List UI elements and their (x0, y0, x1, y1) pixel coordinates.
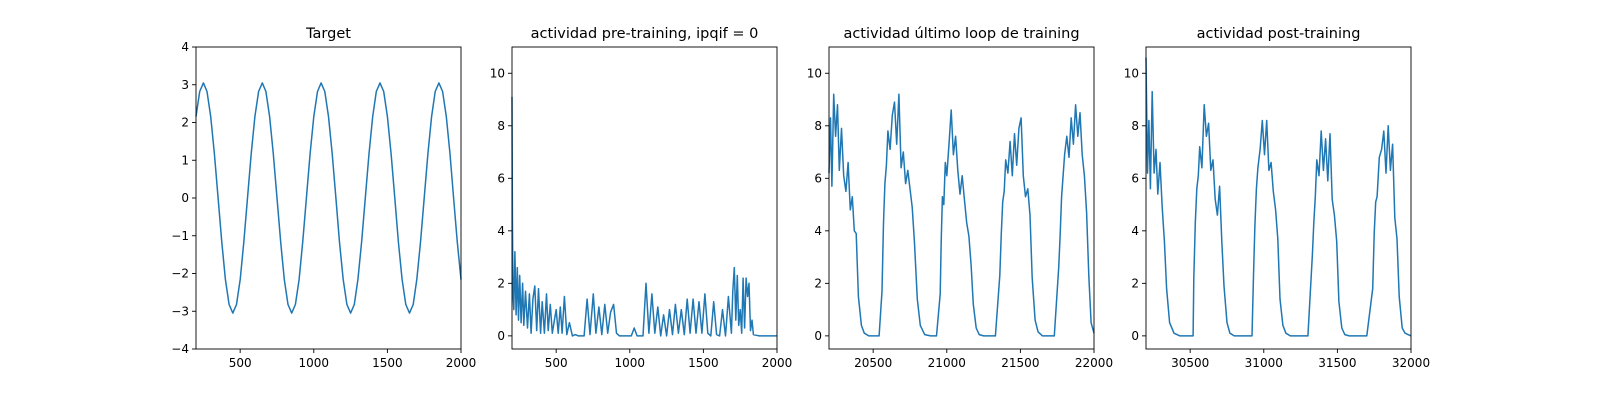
y-tick-label: 10 (1124, 66, 1139, 80)
y-tick-label: 0 (181, 191, 189, 205)
x-tick-label: 31000 (1245, 356, 1283, 370)
x-tick-label: 20500 (854, 356, 892, 370)
x-tick-label: 2000 (762, 356, 793, 370)
x-axis: 20500 21000 21500 22000 (854, 349, 1113, 370)
x-tick-label: 1500 (688, 356, 719, 370)
x-tick-label: 2000 (446, 356, 477, 370)
y-tick-label: −2 (171, 267, 189, 281)
series-line (828, 93, 1095, 337)
y-tick-label: −4 (171, 342, 189, 356)
panel-target: Target 500 1000 1500 2000 −4 −3 −2 −1 0 1 2 3 4 (171, 26, 476, 370)
y-axis: 0 2 4 6 8 10 (807, 66, 829, 343)
y-tick-label: 8 (1131, 119, 1139, 133)
y-tick-label: 2 (181, 116, 189, 130)
x-tick-label: 32000 (1392, 356, 1430, 370)
panel-title: Target (305, 26, 351, 42)
panel-title: actividad pre-training, ipqif = 0 (531, 26, 759, 42)
x-tick-label: 21500 (1001, 356, 1039, 370)
y-tick-label: 10 (807, 66, 822, 80)
y-tick-label: 4 (814, 224, 822, 238)
x-tick-label: 1000 (615, 356, 646, 370)
y-tick-label: 0 (814, 329, 822, 343)
series-line (195, 82, 462, 314)
plot-frame (511, 46, 778, 350)
y-tick-label: 6 (497, 171, 505, 185)
x-tick-label: 1500 (372, 356, 403, 370)
y-tick-label: 6 (814, 171, 822, 185)
panel-title: actividad último loop de training (843, 26, 1079, 42)
series-line (511, 96, 777, 337)
y-tick-label: 2 (1131, 276, 1139, 290)
panel-post-training: actividad post-training 30500 31000 31500 3… (1124, 26, 1430, 370)
y-tick-label: 6 (1131, 171, 1139, 185)
x-tick-label: 31500 (1318, 356, 1356, 370)
panel-pre-training: actividad pre-training, ipqif = 0 500 100… (490, 26, 793, 370)
x-tick-label: 22000 (1075, 356, 1113, 370)
y-tick-label: −3 (171, 304, 189, 318)
y-axis: 0 2 4 6 8 10 (1124, 66, 1146, 343)
y-axis: −4 −3 −2 −1 0 1 2 3 4 (171, 40, 196, 356)
series-line (1145, 57, 1412, 337)
y-tick-label: 4 (1131, 224, 1139, 238)
x-tick-label: 500 (229, 356, 252, 370)
x-tick-label: 500 (545, 356, 568, 370)
x-axis: 500 1000 1500 2000 (545, 349, 793, 370)
panel-last-training-loop: actividad último loop de training 20500 2… (807, 26, 1113, 370)
y-tick-label: 8 (814, 119, 822, 133)
plot-frame (195, 46, 462, 350)
y-tick-label: 2 (814, 276, 822, 290)
y-tick-label: 10 (490, 66, 505, 80)
y-axis: 0 2 4 6 8 10 (490, 66, 512, 343)
y-tick-label: 0 (1131, 329, 1139, 343)
plot-frame (828, 46, 1095, 350)
y-tick-label: 1 (181, 153, 189, 167)
plot-frame (1145, 46, 1412, 350)
y-tick-label: 2 (497, 276, 505, 290)
x-axis: 30500 31000 31500 32000 (1171, 349, 1430, 370)
x-tick-label: 21000 (928, 356, 966, 370)
x-axis: 500 1000 1500 2000 (229, 349, 477, 370)
y-tick-label: 4 (497, 224, 505, 238)
y-tick-label: 3 (181, 78, 189, 92)
y-tick-label: 0 (497, 329, 505, 343)
y-tick-label: 8 (497, 119, 505, 133)
y-tick-label: −1 (171, 229, 189, 243)
x-tick-label: 1000 (299, 356, 330, 370)
panel-title: actividad post-training (1197, 26, 1361, 42)
y-tick-label: 4 (181, 40, 189, 54)
x-tick-label: 30500 (1171, 356, 1209, 370)
